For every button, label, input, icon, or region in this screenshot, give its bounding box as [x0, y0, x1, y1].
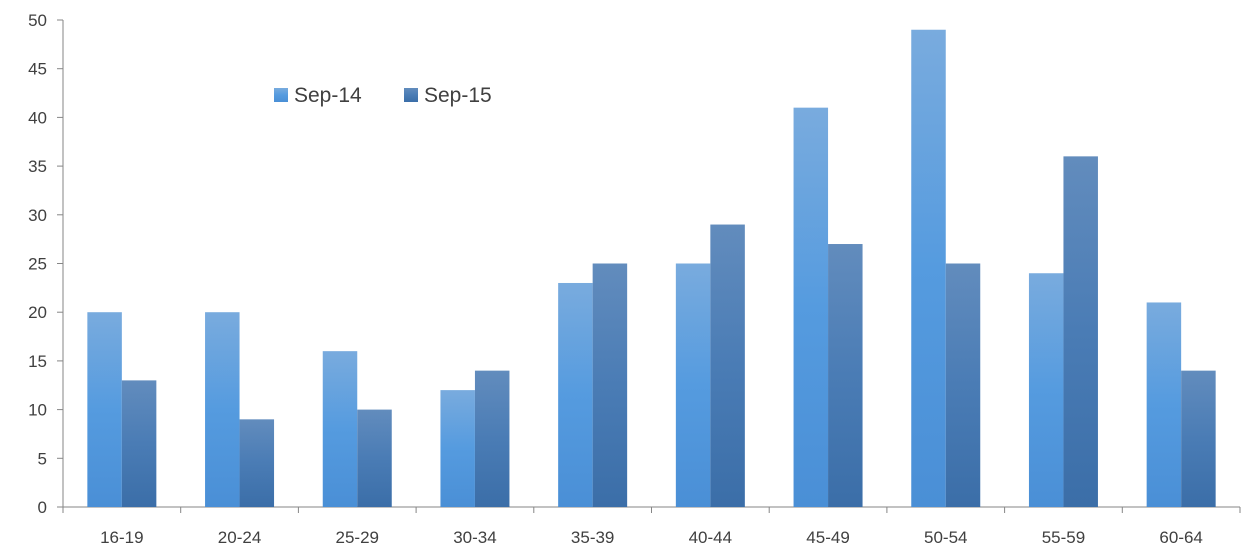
bar-sep-15-16-19: [121, 380, 157, 507]
bar-sep-14-16-19: [87, 312, 122, 507]
x-tick-label: 45-49: [806, 528, 849, 547]
x-tick-label: 20-24: [218, 528, 261, 547]
bar-sep-15-60-64: [1181, 370, 1216, 507]
bar-sep-14-30-34: [440, 390, 475, 507]
x-tick-label: 35-39: [571, 528, 614, 547]
legend-swatch: [404, 88, 418, 102]
x-tick-label: 40-44: [689, 528, 732, 547]
legend: Sep-14 Sep-15: [274, 84, 492, 107]
y-tick-label: 40: [28, 108, 47, 127]
y-tick-label: 10: [28, 401, 47, 420]
bar-sep-15-50-54: [945, 263, 981, 507]
bar-sep-15-45-49: [828, 244, 863, 507]
x-tick-label: 55-59: [1042, 528, 1085, 547]
x-tick-label: 60-64: [1159, 528, 1202, 547]
bar-sep-15-20-24: [239, 419, 275, 507]
bar-sep-14-55-59: [1028, 273, 1064, 507]
bar-sep-14-35-39: [558, 282, 593, 507]
y-tick-label: 15: [28, 352, 47, 371]
y-tick-label: 0: [38, 498, 47, 517]
y-tick-label: 5: [38, 449, 47, 468]
bar-sep-15-25-29: [357, 409, 392, 507]
bar-sep-14-20-24: [205, 312, 240, 507]
x-tick-label: 25-29: [336, 528, 379, 547]
legend-label: Sep-14: [294, 84, 362, 107]
legend-swatch: [274, 88, 288, 102]
bar-sep-15-40-44: [710, 224, 745, 508]
x-tick-label: 30-34: [453, 528, 496, 547]
bar-sep-15-55-59: [1063, 156, 1098, 508]
x-tick-label: 16-19: [100, 528, 143, 547]
bar-sep-14-40-44: [675, 263, 711, 507]
bar-sep-14-45-49: [793, 107, 829, 507]
y-tick-label: 35: [28, 157, 47, 176]
legend-label: Sep-15: [424, 84, 492, 107]
bar-sep-15-30-34: [474, 370, 510, 507]
bars: [87, 29, 1216, 508]
axes: 0 5 10 15 20 25 30 35 40 45 50 16-19 20-24 25-29 30-34…: [28, 11, 1241, 547]
x-tick-label: 50-54: [924, 528, 967, 547]
y-tick-label: 25: [28, 255, 47, 274]
y-tick-label: 45: [28, 60, 47, 79]
y-tick-label: 50: [28, 11, 47, 30]
y-tick-label: 20: [28, 303, 47, 322]
bar-sep-14-60-64: [1146, 302, 1182, 507]
bar-sep-14-50-54: [911, 29, 946, 508]
bar-sep-15-35-39: [592, 263, 628, 507]
y-tick-label: 30: [28, 206, 47, 225]
bar-sep-14-25-29: [322, 351, 358, 507]
